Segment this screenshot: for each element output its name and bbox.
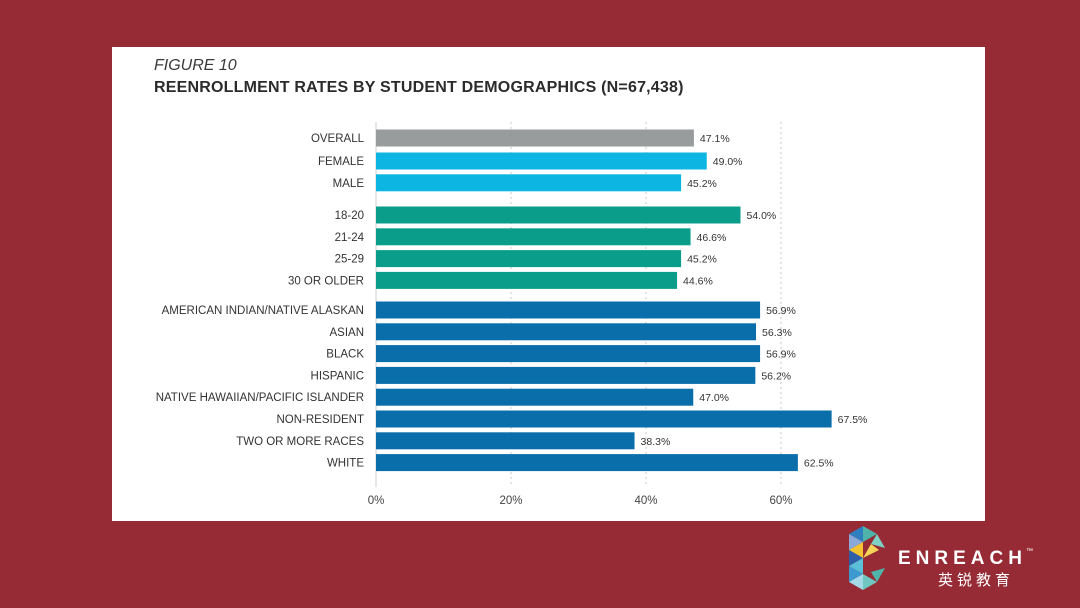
category-label: 21-24 bbox=[335, 232, 365, 244]
chart-title: REENROLLMENT RATES BY STUDENT DEMOGRAPHI… bbox=[154, 79, 684, 96]
value-label: 44.6% bbox=[683, 275, 713, 287]
value-label: 56.9% bbox=[766, 305, 796, 317]
value-label: 47.1% bbox=[700, 133, 730, 145]
category-label: FEMALE bbox=[318, 156, 364, 168]
bar bbox=[376, 174, 682, 192]
bar bbox=[376, 410, 832, 428]
category-label: WHITE bbox=[327, 458, 364, 470]
value-label: 56.3% bbox=[762, 327, 792, 339]
value-label: 45.2% bbox=[687, 254, 717, 266]
bar bbox=[376, 366, 756, 384]
value-label: 47.0% bbox=[699, 392, 729, 404]
x-tick-label: 20% bbox=[499, 495, 522, 507]
category-label: 25-29 bbox=[335, 254, 364, 266]
value-label: 67.5% bbox=[838, 414, 868, 426]
x-tick-label: 40% bbox=[634, 495, 657, 507]
value-label: 49.0% bbox=[713, 156, 743, 168]
bar bbox=[376, 250, 682, 268]
bar bbox=[376, 454, 798, 472]
bar bbox=[376, 206, 741, 224]
bar bbox=[376, 388, 694, 406]
category-label: MALE bbox=[333, 178, 365, 190]
x-tick-label: 0% bbox=[368, 495, 385, 507]
category-label: ASIAN bbox=[329, 327, 364, 339]
category-label: NATIVE HAWAIIAN/PACIFIC ISLANDER bbox=[156, 392, 364, 404]
chart-card: FIGURE 10 REENROLLMENT RATES BY STUDENT … bbox=[112, 47, 985, 521]
bar bbox=[376, 301, 761, 319]
logo-subtitle: 英锐教育 bbox=[938, 572, 1015, 589]
category-label: NON-RESIDENT bbox=[276, 414, 364, 426]
category-label: 18-20 bbox=[335, 210, 364, 222]
category-label: HISPANIC bbox=[311, 370, 364, 382]
bar bbox=[376, 152, 707, 170]
bar bbox=[376, 345, 761, 363]
category-label: TWO OR MORE RACES bbox=[236, 436, 364, 448]
category-label: OVERALL bbox=[311, 133, 365, 145]
bar-chart: 0% 20% 40% 60% OVERALL 47.1% FEMALE 49.0% MALE 45… bbox=[156, 122, 868, 507]
value-label: 46.6% bbox=[697, 232, 727, 244]
value-label: 62.5% bbox=[804, 458, 834, 470]
value-label: 54.0% bbox=[747, 210, 777, 222]
bar bbox=[376, 129, 694, 147]
bar bbox=[376, 228, 691, 246]
value-label: 56.2% bbox=[761, 370, 791, 382]
logo-trademark: ™ bbox=[1026, 548, 1033, 555]
value-label: 45.2% bbox=[687, 178, 717, 190]
value-label: 38.3% bbox=[641, 436, 671, 448]
logo-name: ENREACH bbox=[898, 548, 1027, 569]
enreach-logo-icon bbox=[849, 526, 885, 590]
figure-label: FIGURE 10 bbox=[154, 57, 237, 74]
category-label: BLACK bbox=[326, 349, 364, 361]
category-label: 30 OR OLDER bbox=[288, 275, 364, 287]
category-label: AMERICAN INDIAN/NATIVE ALASKAN bbox=[162, 305, 364, 317]
x-tick-label: 60% bbox=[769, 495, 792, 507]
bar bbox=[376, 323, 757, 341]
bar bbox=[376, 432, 635, 450]
value-label: 56.9% bbox=[766, 349, 796, 361]
bar bbox=[376, 271, 678, 289]
